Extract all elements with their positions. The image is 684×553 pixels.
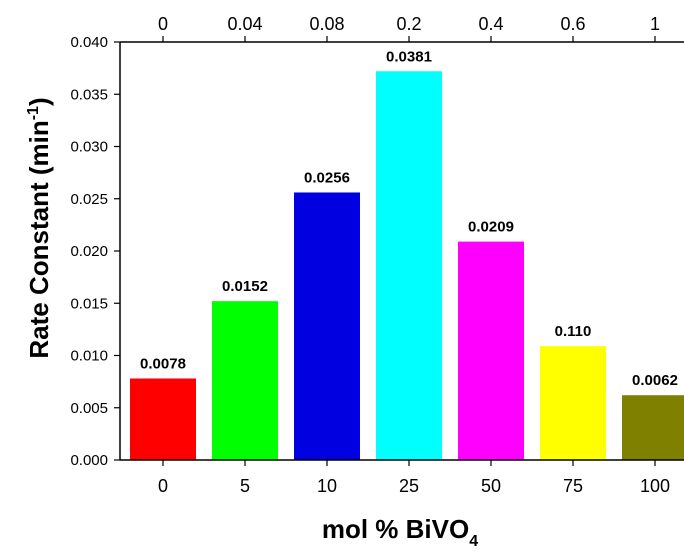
data-label-0: 0.0078 xyxy=(140,355,186,372)
y-tick-label: 0.025 xyxy=(70,191,108,208)
bar-0 xyxy=(130,378,196,460)
y-tick-label: 0.010 xyxy=(70,348,108,365)
top-tick-label: 0.08 xyxy=(309,14,344,34)
data-label-50: 0.0209 xyxy=(468,219,514,236)
data-label-10: 0.0256 xyxy=(304,169,350,186)
data-labels-group: 0.0078 0.0152 0.0256 0.0381 0.0209 0.110 0.006… xyxy=(140,48,678,389)
y-tick-label: 0.020 xyxy=(70,243,108,260)
bar-10 xyxy=(294,192,360,461)
data-label-5: 0.0152 xyxy=(222,278,268,295)
y-axis-title: Rate Constant (min-1) xyxy=(24,97,54,358)
y-ticks-group: 0.000 0.005 0.010 0.015 0.020 0.025 0.030 0.035… xyxy=(70,34,120,469)
x-tick-label: 75 xyxy=(563,476,583,496)
top-tick-label: 1 xyxy=(650,14,660,34)
y-tick-label: 0.035 xyxy=(70,86,108,103)
bar-50 xyxy=(458,241,524,460)
bar-5 xyxy=(212,301,278,460)
x-tick-label: 10 xyxy=(317,476,337,496)
bar-75 xyxy=(540,346,606,460)
data-label-75: 0.110 xyxy=(555,323,592,340)
x-tick-label: 25 xyxy=(399,476,419,496)
y-tick-label: 0.005 xyxy=(70,400,108,417)
top-tick-label: 0.6 xyxy=(560,14,585,34)
bar-100 xyxy=(622,395,684,460)
top-tick-label: 0 xyxy=(158,14,168,34)
bars-group xyxy=(130,71,684,461)
y-tick-label: 0.015 xyxy=(70,295,108,312)
x-tick-label: 5 xyxy=(240,476,250,496)
y-tick-label: 0.000 xyxy=(70,452,108,469)
bar-25 xyxy=(376,71,442,460)
x-ticks-group: 0 5 10 25 50 75 100 xyxy=(158,460,670,496)
x-tick-label: 50 xyxy=(481,476,501,496)
y-tick-label: 0.030 xyxy=(70,139,108,156)
x-axis-title: mol % BiVO4 xyxy=(322,514,478,550)
top-tick-label: 0.4 xyxy=(478,14,503,34)
x-tick-label: 0 xyxy=(158,476,168,496)
data-label-100: 0.0062 xyxy=(632,372,678,389)
top-tick-label: 0.04 xyxy=(227,14,262,34)
top-ticks-group: 0 0.04 0.08 0.2 0.4 0.6 1 xyxy=(158,14,660,42)
data-label-25: 0.0381 xyxy=(386,48,432,65)
x-tick-label: 100 xyxy=(640,476,670,496)
top-tick-label: 0.2 xyxy=(396,14,421,34)
y-tick-label: 0.040 xyxy=(70,34,108,51)
